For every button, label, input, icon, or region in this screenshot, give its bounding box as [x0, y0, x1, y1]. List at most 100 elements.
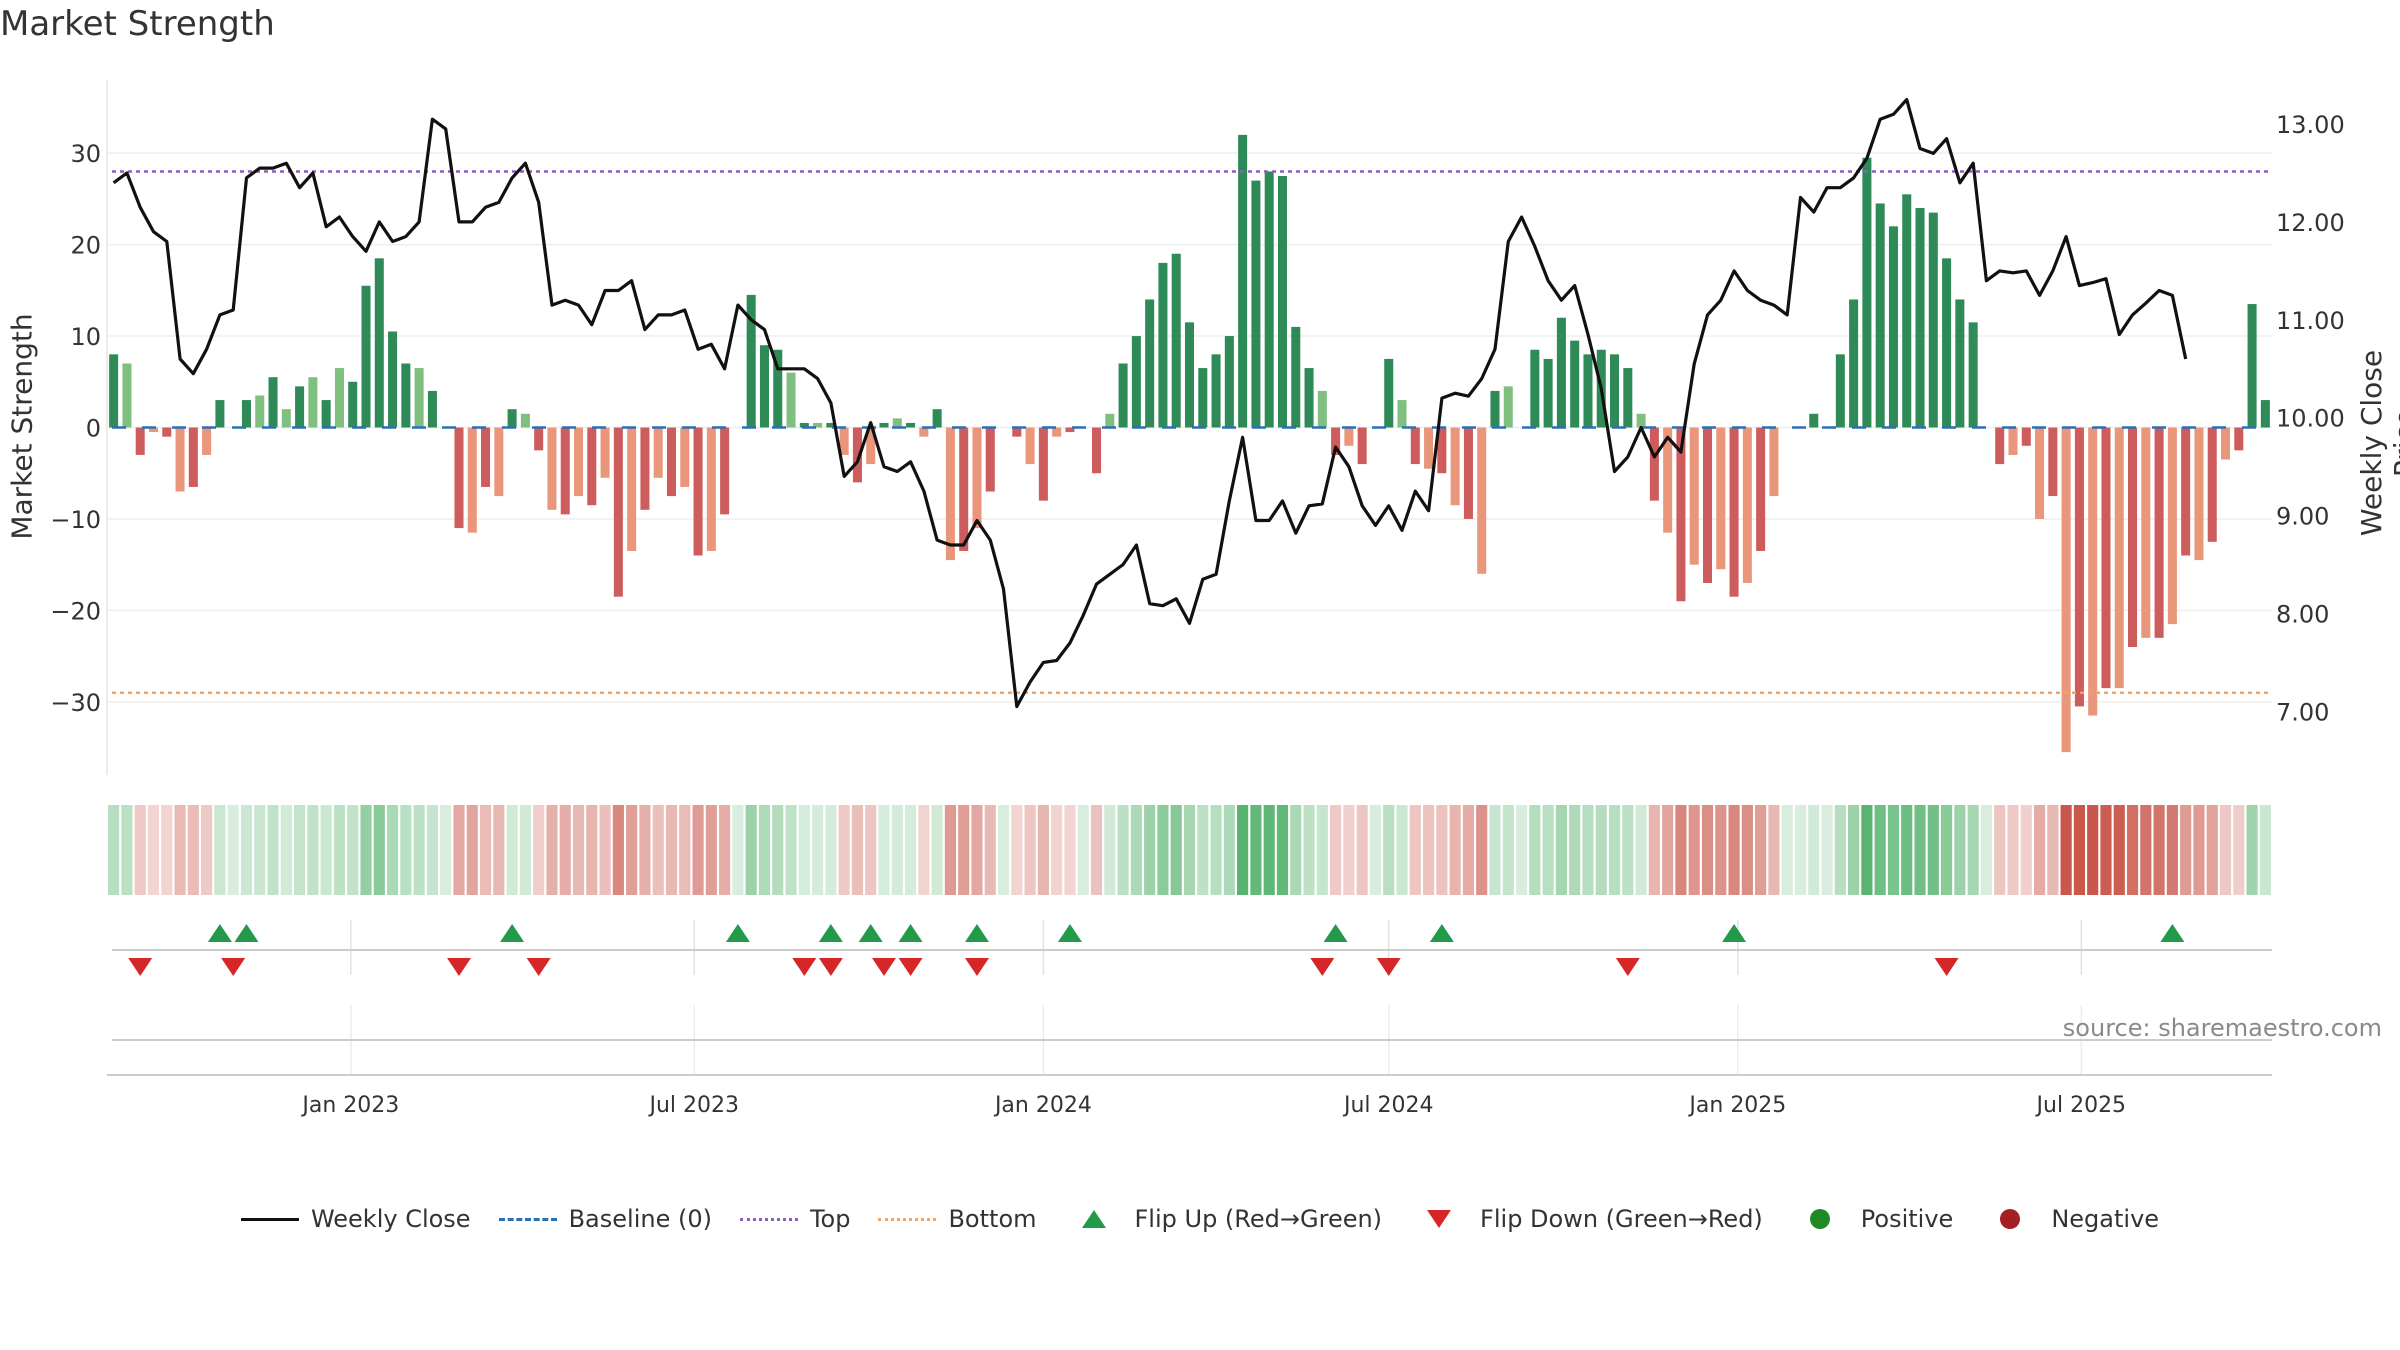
- strength-bar: [1397, 400, 1407, 428]
- heat-strip-cell: [227, 805, 239, 895]
- heat-strip-cell: [546, 805, 558, 895]
- heat-strip-cell: [865, 805, 877, 895]
- strength-bar: [1543, 358, 1553, 428]
- heat-strip-cell: [1409, 805, 1421, 895]
- heat-strip-cell: [1555, 805, 1567, 895]
- legend-item-negative[interactable]: Negative: [1981, 1205, 2159, 1233]
- line-swatch-icon: [240, 1217, 299, 1221]
- heat-strip-cell: [1848, 805, 1860, 895]
- heat-strip-cell: [971, 805, 983, 895]
- strength-bar: [1835, 354, 1845, 428]
- heat-strip-cell: [692, 805, 704, 895]
- heat-strip-cell: [1051, 805, 1063, 895]
- strength-bar: [1676, 427, 1686, 602]
- legend-item-top[interactable]: Top: [739, 1205, 850, 1233]
- heat-strip-cell: [732, 805, 744, 895]
- strength-bar: [1477, 427, 1487, 574]
- heat-strip-cell: [506, 805, 518, 895]
- strength-bar: [1915, 208, 1925, 428]
- y-axis-title: Market Strength: [5, 313, 39, 540]
- heat-strip-cell: [1436, 805, 1448, 895]
- flip-down-marker: [792, 958, 817, 976]
- heat-strip-cell: [254, 805, 266, 895]
- strength-bar: [560, 427, 570, 515]
- heat-strip-cell: [2140, 805, 2152, 895]
- heat-strip-cell: [1130, 805, 1142, 895]
- strength-bar: [680, 427, 690, 487]
- strength-bar: [972, 427, 982, 529]
- heat-strip-cell: [918, 805, 930, 895]
- dotted-line-swatch-icon: [739, 1217, 798, 1221]
- heat-strip-cell: [2047, 805, 2059, 895]
- strength-bar: [866, 427, 876, 465]
- strength-bar: [255, 395, 265, 428]
- heat-strip-cell: [1608, 805, 1621, 895]
- heat-strip-cell: [1303, 805, 1315, 895]
- strength-bar: [1623, 368, 1633, 428]
- strength-bar: [1264, 171, 1274, 428]
- flip-down-marker: [1615, 958, 1640, 976]
- strength-bar: [1450, 427, 1460, 506]
- strength-bar: [1211, 354, 1221, 428]
- strength-bar: [1038, 427, 1048, 501]
- x-tick-label: Jul 2024: [1342, 1093, 1434, 1118]
- legend-item-weekly-close[interactable]: Weekly Close: [240, 1205, 471, 1233]
- bars: [109, 134, 2270, 753]
- legend-item-positive[interactable]: Positive: [1791, 1205, 1953, 1233]
- legend-item-flip-up[interactable]: Flip Up (Red→Green): [1065, 1205, 1383, 1233]
- strength-bar: [547, 427, 557, 510]
- strength-bar: [1463, 427, 1473, 519]
- heat-strip-cell: [2007, 805, 2019, 895]
- strength-bar: [454, 427, 464, 529]
- strength-bar: [1277, 176, 1287, 428]
- legend-item-baseline[interactable]: Baseline (0): [498, 1205, 712, 1233]
- strength-bar: [109, 354, 119, 428]
- legend-item-bottom[interactable]: Bottom: [878, 1205, 1037, 1233]
- strength-bar: [202, 427, 212, 455]
- heat-strip-cell: [825, 805, 837, 895]
- strength-bar: [746, 294, 756, 428]
- heat-strip-cell: [599, 805, 611, 895]
- strength-bar: [2194, 427, 2204, 561]
- strength-bar: [1928, 212, 1938, 428]
- strength-bar: [1224, 336, 1234, 428]
- strength-bar: [1145, 299, 1155, 428]
- heat-strip-cell: [1064, 805, 1076, 895]
- strength-bar: [1556, 317, 1566, 428]
- y2-tick-label: 8.00: [2276, 600, 2329, 628]
- heat-strip-cell: [1210, 805, 1222, 895]
- strength-bar: [720, 427, 730, 515]
- heat-strip-cell: [201, 805, 213, 895]
- strength-bar: [613, 427, 623, 597]
- legend-item-flip-down[interactable]: Flip Down (Green→Red): [1410, 1205, 1763, 1233]
- heat-strip-cell: [1755, 805, 1767, 895]
- heat-strip-cell: [519, 805, 531, 895]
- strength-bar: [1092, 427, 1102, 474]
- strength-bar: [148, 427, 159, 433]
- strength-bar: [1968, 322, 1978, 428]
- heat-strip-cell: [2233, 805, 2245, 895]
- heat-strip-cell: [1781, 805, 1793, 895]
- y2-tick-label: 10.00: [2276, 405, 2345, 433]
- strength-bar: [2247, 304, 2257, 428]
- strength-bar: [1065, 427, 1075, 433]
- strength-bar: [892, 418, 902, 428]
- chart-title: Market Strength: [0, 4, 275, 44]
- heat-strip-cell: [1861, 805, 1873, 895]
- heat-strip-cell: [1887, 805, 1900, 895]
- legend-label: Flip Up (Red→Green): [1134, 1205, 1383, 1233]
- strength-bar: [2234, 427, 2244, 451]
- strength-bar: [759, 345, 769, 428]
- strength-bar: [1331, 427, 1341, 455]
- flip-up-marker: [500, 924, 525, 942]
- heat-strip-cell: [1821, 805, 1833, 895]
- flip-up-marker: [898, 924, 923, 942]
- strength-bar: [241, 400, 251, 428]
- strength-bar: [1238, 134, 1248, 428]
- heat-strip-cell: [878, 805, 890, 895]
- y2-tick-label: 9.00: [2276, 503, 2329, 531]
- red-dot-icon: [2000, 1209, 2021, 1229]
- heat-strip-cell: [2206, 805, 2218, 895]
- flip-up-marker: [1323, 924, 1348, 942]
- strength-bar: [919, 427, 929, 437]
